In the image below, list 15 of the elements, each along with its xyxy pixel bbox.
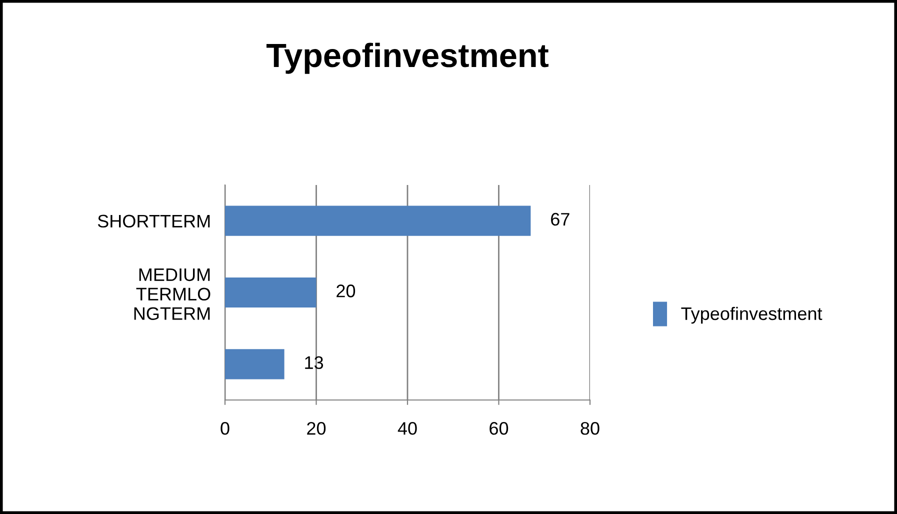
- legend-label: Typeofinvestment: [681, 306, 822, 324]
- x-tick-label: 80: [580, 422, 600, 435]
- x-tick-label: 60: [490, 422, 508, 435]
- x-tick-label: 20: [307, 422, 326, 435]
- y-tick-label: MEDIUM TERMLO NGTERM: [134, 268, 210, 320]
- y-tick-label: SHORTTERM: [98, 214, 210, 228]
- x-tick-label: 0: [220, 422, 230, 435]
- chart-title: Typeofinvestment: [266, 42, 548, 74]
- data-label: 67: [551, 212, 570, 226]
- bar: [225, 277, 316, 308]
- data-label: 20: [336, 284, 356, 298]
- data-label: 13: [305, 356, 324, 370]
- x-tick-label: 40: [398, 422, 417, 435]
- bar: [225, 206, 531, 236]
- bar: [225, 349, 284, 380]
